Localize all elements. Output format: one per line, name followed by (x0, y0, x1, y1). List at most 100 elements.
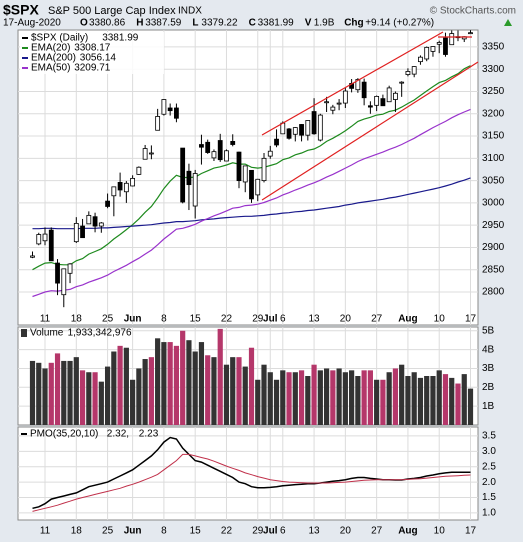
candle-body (405, 71, 411, 75)
x-tick-label: 13 (309, 526, 321, 537)
candle-body (286, 128, 292, 139)
y-tick-label: 2950 (482, 220, 505, 231)
header-label: C (249, 18, 256, 29)
candle-body (399, 81, 405, 84)
volume-bar (261, 364, 267, 425)
candle-body (355, 79, 361, 91)
candle-body (274, 138, 279, 146)
volume-bar (180, 330, 186, 425)
volume-bar (92, 372, 98, 425)
candle-body (199, 144, 204, 148)
volume-bar (436, 370, 442, 425)
x-tick-label: 11 (40, 526, 51, 537)
legend-label: EMA(50) (31, 63, 70, 74)
volume-bar (86, 372, 92, 425)
candle-body (342, 90, 348, 104)
volume-bar (242, 366, 248, 425)
ema-line (32, 108, 471, 298)
volume-bar (117, 345, 123, 425)
header-label: Chg (344, 18, 363, 29)
legend-value: 2.32, (107, 429, 129, 440)
volume-bar (186, 340, 192, 425)
y-tick-label: 3350 (482, 42, 505, 53)
volume-bar (430, 376, 436, 425)
volume-bar (42, 368, 48, 425)
legend-swatch (21, 329, 27, 337)
y-tick-label: 2B (482, 382, 495, 393)
y-tick-label: 3300 (482, 64, 505, 75)
x-tick-label: Jul (263, 526, 278, 537)
candle-body (80, 225, 85, 239)
volume-bar (155, 338, 161, 425)
price-panel (17, 29, 479, 326)
volume-bar (217, 328, 223, 425)
volume-bar (61, 360, 67, 425)
candle-body (161, 99, 167, 115)
header-label: V (305, 18, 312, 29)
candle-body (230, 141, 236, 145)
volume-bar (424, 376, 430, 425)
volume-bar (48, 362, 54, 425)
volume-bar (230, 357, 236, 425)
legend-value: 3209.71 (74, 63, 111, 74)
x-tick-label: 8 (161, 314, 167, 325)
volume-bar (142, 359, 148, 425)
candle-body (411, 66, 417, 75)
volume-bar (136, 368, 142, 425)
candle-body (255, 178, 261, 196)
volume-bar (67, 360, 73, 425)
candle-body (418, 56, 423, 63)
volume-bar (205, 355, 211, 425)
trend-line (261, 31, 444, 136)
x-tick-label: 13 (309, 314, 321, 325)
candle-body (205, 141, 211, 153)
candle-body (374, 95, 380, 106)
candle-body (167, 107, 173, 112)
candle-body (186, 170, 192, 186)
volume-bar (167, 342, 173, 425)
x-tick-label: Aug (398, 314, 417, 325)
y-tick-label: 2.5 (482, 461, 496, 472)
legend-label: EMA(200) (31, 53, 76, 64)
candle-body (42, 233, 48, 242)
candle-body (148, 152, 154, 155)
y-tick-label: 3B (482, 363, 495, 374)
volume-bar (411, 372, 417, 425)
x-tick-label: 25 (102, 314, 114, 325)
y-tick-label: 3000 (482, 198, 505, 209)
candle-body (292, 127, 298, 135)
x-tick-label: Aug (398, 526, 417, 537)
legend-box (20, 32, 164, 74)
candle-body (55, 262, 60, 284)
header-label: L (192, 18, 198, 29)
candle-body (393, 92, 398, 100)
candle-body (361, 81, 367, 99)
volume-bar (280, 370, 286, 425)
candle-body (211, 151, 217, 159)
x-tick-label: 10 (434, 314, 446, 325)
volume-bar (292, 372, 298, 425)
candle-body (155, 116, 161, 131)
pmo-line (32, 453, 471, 512)
y-tick-label: 2.0 (482, 477, 496, 488)
x-tick-label: 15 (190, 526, 202, 537)
candle-body (242, 165, 248, 183)
volume-bar (223, 364, 230, 425)
y-tick-label: 5B (482, 325, 495, 336)
candle-body (324, 101, 329, 104)
volume-bar (248, 347, 255, 425)
up-arrow (504, 19, 512, 26)
x-tick-label: 29 (252, 314, 264, 325)
x-tick-label: 10 (434, 526, 446, 537)
volume-bar (130, 379, 136, 425)
volume-bar (467, 388, 474, 425)
y-tick-label: 2900 (482, 242, 505, 253)
legend-value: 2.23 (139, 429, 159, 440)
legend-label: Volume (30, 328, 64, 339)
candle-body (180, 147, 186, 203)
legend-label: PMO(35,20,10) (30, 429, 98, 440)
volume-bar (442, 374, 449, 425)
volume-bar (123, 347, 129, 425)
header-label: H (136, 18, 143, 29)
volume-bar (336, 368, 342, 425)
